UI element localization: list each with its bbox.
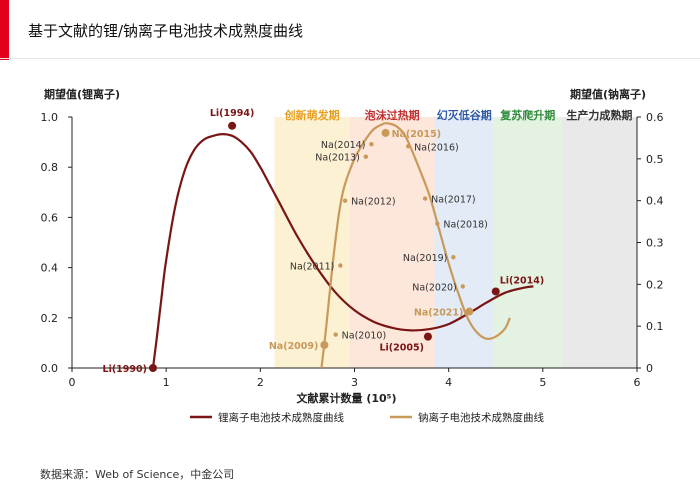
phase-label: 泡沫过热期 (365, 108, 420, 122)
phase-band (561, 117, 637, 368)
y-right-tick-label: 0.2 (646, 278, 664, 291)
data-point-marker (423, 332, 432, 341)
data-point-label: Na(2019) (403, 253, 448, 264)
data-point-label: Li(1994) (210, 108, 254, 119)
data-point-label: Na(2016) (414, 142, 459, 153)
y-left-tick-label: 1.0 (41, 111, 59, 124)
y-left-tick-label: 0.8 (41, 161, 59, 174)
y-left-axis-title: 期望值(锂离子) (44, 87, 120, 101)
legend-label: 锂离子电池技术成熟度曲线 (218, 411, 344, 424)
phase-label: 创新萌发期 (284, 108, 340, 122)
title-divider (0, 58, 700, 59)
phase-band (274, 117, 350, 368)
data-point-marker (333, 332, 338, 337)
data-point-marker (451, 254, 456, 260)
y-right-tick-label: 0.4 (646, 195, 664, 208)
series-line-lithium (151, 132, 534, 369)
y-left-tick-label: 0.0 (41, 362, 59, 375)
data-point-marker (460, 284, 465, 289)
y-right-tick-label: 0.1 (646, 320, 664, 333)
x-tick-label: 5 (539, 376, 546, 389)
x-tick-label: 1 (163, 376, 170, 389)
y-right-tick-label: 0.3 (646, 237, 664, 250)
data-point-label: Na(2014) (321, 140, 366, 151)
data-point-marker (320, 340, 329, 349)
phase-label: 幻灭低谷期 (437, 108, 492, 122)
y-right-axis-title: 期望值(钠离子) (570, 87, 646, 101)
data-point-marker (228, 121, 237, 130)
data-point-label: Na(2018) (443, 220, 488, 231)
data-point-label: Na(2015) (392, 129, 442, 140)
data-point-marker (405, 144, 411, 149)
data-point-marker (148, 364, 157, 372)
data-point-label: Na(2013) (315, 153, 360, 164)
data-point-marker (363, 154, 368, 159)
x-tick-label: 0 (69, 376, 76, 389)
x-tick-label: 6 (634, 376, 641, 389)
data-point-label: Na(2021) (414, 308, 464, 319)
phase-band (493, 117, 562, 368)
data-point-marker (342, 198, 348, 203)
data-point-marker (338, 263, 343, 268)
data-point-marker (435, 221, 440, 226)
x-tick-label: 2 (257, 376, 264, 389)
y-right-tick-label: 0 (646, 362, 653, 375)
data-point-label: Na(2017) (431, 195, 476, 206)
title-accent-bar (0, 0, 9, 60)
phase-band (349, 117, 435, 368)
data-point-marker (491, 287, 500, 296)
data-point-marker (381, 128, 390, 137)
y-right-tick-label: 0.6 (646, 111, 664, 124)
y-left-tick-label: 0.6 (41, 211, 59, 224)
phase-label: 复苏爬升期 (499, 108, 555, 122)
data-point-label: Li(1990) (103, 364, 147, 375)
data-point-label: Na(2020) (412, 282, 457, 293)
x-tick-label: 3 (351, 376, 358, 389)
data-point-marker (465, 307, 474, 316)
legend-label: 钠离子电池技术成熟度曲线 (418, 411, 544, 424)
y-left-tick-label: 0.2 (41, 312, 59, 325)
data-point-marker (422, 196, 428, 201)
data-point-label: Na(2011) (290, 262, 335, 273)
source-note: 数据来源：Web of Science，中金公司 (40, 468, 235, 481)
data-point-marker (369, 141, 374, 147)
x-axis-title: 文献累计数量 (10⁵) (296, 391, 396, 405)
data-point-label: Na(2010) (342, 331, 387, 342)
x-tick-label: 4 (445, 376, 452, 389)
data-point-label: Li(2014) (500, 275, 544, 286)
page-title: 基于文献的锂/钠离子电池技术成熟度曲线 (28, 22, 304, 40)
phase-label: 生产力成熟期 (566, 108, 632, 122)
data-point-label: Na(2009) (269, 341, 319, 352)
data-point-label: Na(2012) (351, 197, 396, 208)
data-point-label: Li(2005) (380, 343, 424, 354)
y-left-tick-label: 0.4 (41, 262, 59, 275)
y-right-tick-label: 0.5 (646, 153, 664, 166)
series-line-sodium (320, 122, 511, 369)
